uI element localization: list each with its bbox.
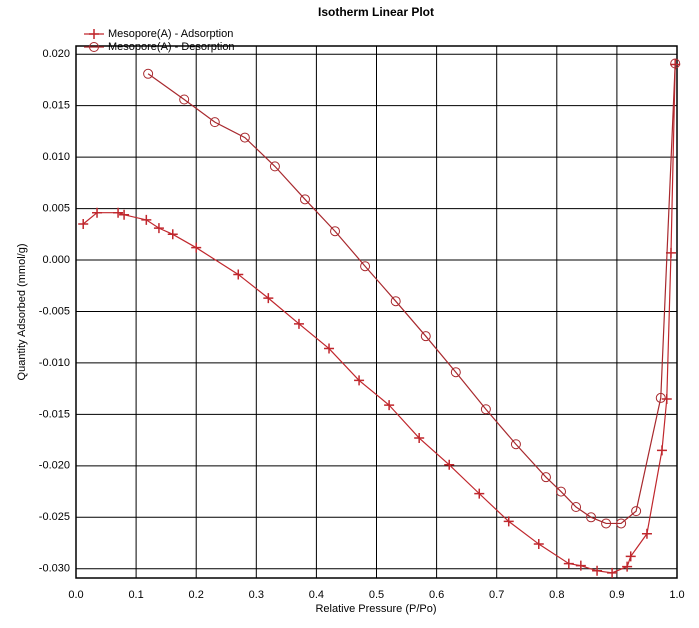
data-point xyxy=(113,207,124,218)
data-point xyxy=(179,94,190,105)
data-point xyxy=(510,439,521,450)
series-line xyxy=(82,64,676,574)
data-point xyxy=(78,219,89,230)
x-axis-label: Relative Pressure (P/Po) xyxy=(315,603,436,615)
x-tick-label: 0.5 xyxy=(369,589,384,601)
y-tick-label: 0.005 xyxy=(42,202,70,214)
data-point xyxy=(167,229,178,240)
data-point xyxy=(592,565,603,576)
x-tick-label: 0.8 xyxy=(549,589,564,601)
y-tick-label: 0.000 xyxy=(42,254,70,266)
legend-label: Mesopore(A) - Adsorption xyxy=(108,28,233,40)
data-point xyxy=(239,132,250,143)
plot-frame xyxy=(75,45,678,579)
data-point xyxy=(625,551,636,562)
x-tick-label: 0.7 xyxy=(489,589,504,601)
y-tick-label: -0.015 xyxy=(39,408,70,420)
data-point xyxy=(414,433,425,444)
data-point xyxy=(209,117,220,128)
y-tick-label: -0.025 xyxy=(39,511,70,523)
data-point xyxy=(119,209,130,220)
data-point xyxy=(293,318,304,329)
legend-marker xyxy=(89,42,99,52)
data-point xyxy=(571,501,582,512)
y-tick-label: 0.015 xyxy=(42,100,70,112)
series-line xyxy=(147,63,676,525)
data-point xyxy=(269,161,280,172)
y-axis-label: Quantity Adsorbed (mmol/g) xyxy=(16,244,28,381)
data-point xyxy=(601,518,612,529)
y-tick-label: 0.010 xyxy=(42,151,70,163)
data-point xyxy=(450,367,461,378)
data-point xyxy=(586,512,597,523)
data-point xyxy=(324,343,335,354)
data-point xyxy=(655,392,666,403)
data-point xyxy=(661,393,672,404)
data-point xyxy=(191,242,202,253)
legend-marker xyxy=(89,29,99,39)
x-tick-label: 0.3 xyxy=(249,589,264,601)
data-point xyxy=(143,68,154,79)
x-tick-label: 0.4 xyxy=(309,589,324,601)
data-point xyxy=(670,58,681,69)
y-tick-label: -0.020 xyxy=(39,460,70,472)
data-point xyxy=(622,561,633,572)
legend-label: Mesopore(A) - Desorption xyxy=(108,41,235,53)
y-tick-label: -0.030 xyxy=(39,563,70,575)
data-point xyxy=(556,486,567,497)
data-point xyxy=(503,516,514,527)
x-tick-label: 0.2 xyxy=(189,589,204,601)
x-tick-label: 1.0 xyxy=(669,589,684,601)
data-point xyxy=(233,269,244,280)
y-tick-label: -0.010 xyxy=(39,357,70,369)
data-point xyxy=(665,247,676,258)
data-point xyxy=(92,207,103,218)
y-tick-label: -0.005 xyxy=(39,305,70,317)
data-point xyxy=(444,459,455,470)
data-point xyxy=(533,539,544,550)
data-point xyxy=(641,528,652,539)
data-point xyxy=(390,296,401,307)
data-point xyxy=(540,472,551,483)
data-point xyxy=(330,226,341,237)
y-tick-label: 0.020 xyxy=(42,48,70,60)
data-point xyxy=(616,518,627,529)
data-point xyxy=(420,331,431,342)
data-point xyxy=(480,404,491,415)
data-point xyxy=(631,506,642,517)
data-point xyxy=(384,400,395,411)
data-point xyxy=(656,445,667,456)
chart-title: Isotherm Linear Plot xyxy=(318,5,434,19)
data-point xyxy=(299,194,310,205)
x-tick-label: 0.9 xyxy=(609,589,624,601)
data-point xyxy=(575,560,586,571)
x-tick-label: 0.1 xyxy=(128,589,143,601)
data-point xyxy=(360,261,371,272)
data-point xyxy=(263,293,274,304)
data-point xyxy=(563,558,574,569)
x-tick-label: 0.0 xyxy=(68,589,83,601)
x-tick-label: 0.6 xyxy=(429,589,444,601)
data-point xyxy=(153,223,164,234)
data-point xyxy=(607,567,618,578)
data-point xyxy=(141,214,152,225)
data-point xyxy=(354,375,365,386)
data-point xyxy=(474,488,485,499)
